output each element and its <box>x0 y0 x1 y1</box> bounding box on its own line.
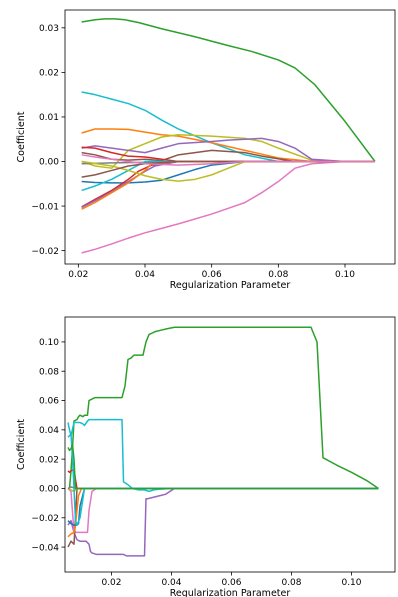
bottom-series-line-1 <box>68 326 379 490</box>
chart-bottom: 0.02 0.04 0.06 0.08 0.10 −0.04 −0.02 0.00 0.02 0.… <box>16 316 396 597</box>
top-y-tick-label: 0.01 <box>39 113 59 123</box>
bottom-x-tick-label: 0.08 <box>281 578 301 588</box>
top-y-tick-label: 0.00 <box>39 158 59 168</box>
bottom-y-tick-label: 0.02 <box>39 455 59 465</box>
top-y-tick-label: 0.03 <box>39 24 59 34</box>
top-series-line-17 <box>81 154 375 166</box>
top-series-line-3 <box>81 128 375 163</box>
top-y-tick-label: −0.02 <box>31 247 59 257</box>
bottom-series-line-12 <box>67 443 379 490</box>
bottom-series-line-7 <box>67 487 379 538</box>
bottom-x-tick-label: 0.02 <box>101 578 121 588</box>
bottom-x-axis-label: Regularization Parameter <box>170 588 291 597</box>
bottom-series-line-4 <box>67 487 379 534</box>
bottom-y-tick-label: −0.04 <box>31 543 59 553</box>
top-y-tick-label: −0.01 <box>31 202 59 212</box>
top-x-tick-label: 0.04 <box>135 270 155 280</box>
bottom-x-tick-label: 0.06 <box>221 578 241 588</box>
top-x-tick-label: 0.06 <box>202 270 222 280</box>
bottom-y-axis-label: Coefficient <box>16 419 27 470</box>
bottom-y-tick-label: 0.00 <box>39 485 59 495</box>
bottom-axes-frame <box>64 316 396 573</box>
bottom-y-tick-label: 0.10 <box>39 338 59 348</box>
top-series-line-1 <box>81 18 376 162</box>
top-axes-frame <box>64 9 396 265</box>
top-x-axis-label: Regularization Parameter <box>170 280 291 291</box>
top-y-axis-label: Coefficient <box>16 111 27 162</box>
top-x-tick-label: 0.08 <box>268 270 288 280</box>
top-series-line-11 <box>81 160 375 192</box>
bottom-y-tick-label: −0.02 <box>31 514 59 524</box>
top-x-tick-label: 0.02 <box>68 270 88 280</box>
bottom-y-tick-label: 0.06 <box>39 397 59 407</box>
top-x-tick-label: 0.10 <box>335 270 355 280</box>
bottom-x-tick-label: 0.04 <box>161 578 181 588</box>
top-series-line-9 <box>81 160 375 254</box>
bottom-series-line-11 <box>67 433 379 526</box>
bottom-series-line-5 <box>67 468 379 490</box>
bottom-y-tick-label: 0.08 <box>39 367 59 377</box>
top-series-line-4 <box>81 134 375 169</box>
bottom-series-group <box>67 326 379 557</box>
bottom-series-line-8 <box>67 487 379 526</box>
top-series-line-5 <box>81 137 375 163</box>
bottom-x-tick-label: 0.10 <box>341 578 361 588</box>
bottom-series-line-3 <box>67 487 379 557</box>
bottom-y-tick-label: 0.04 <box>39 426 59 436</box>
top-y-tick-label: 0.02 <box>39 69 59 79</box>
bottom-series-line-6 <box>67 487 379 548</box>
bottom-series-line-2 <box>67 418 379 493</box>
top-series-group <box>81 18 376 254</box>
chart-top: 0.02 0.04 0.06 0.08 0.10 −0.02 −0.01 0.00 0.01 0.… <box>16 9 396 291</box>
